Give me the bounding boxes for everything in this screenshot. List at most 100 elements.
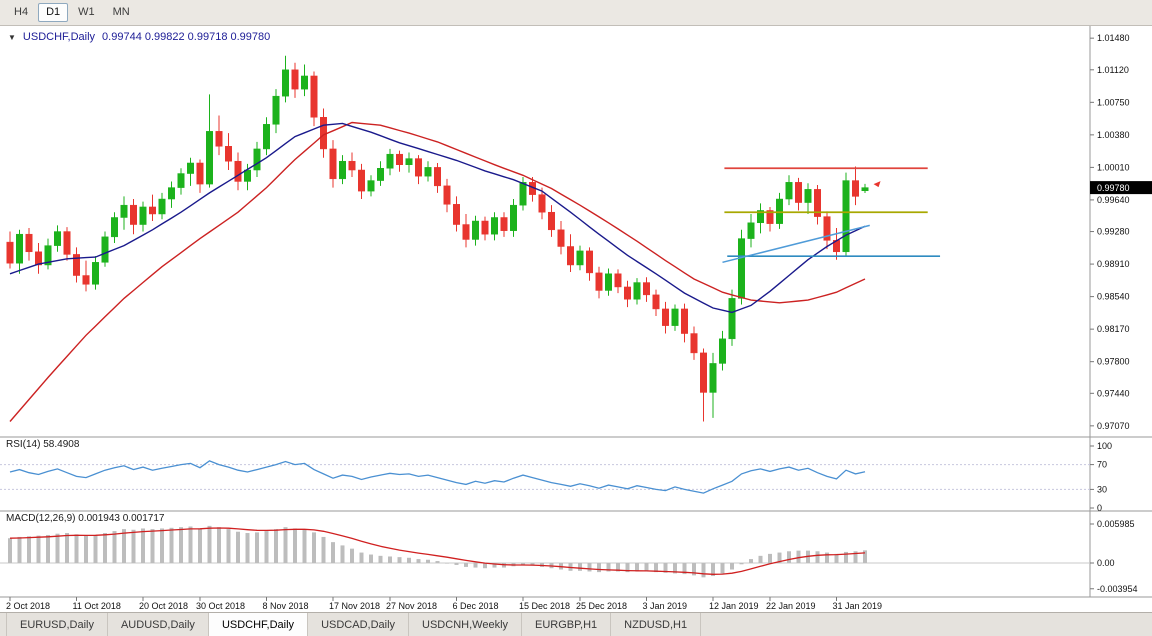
symbol-tab-audusd[interactable]: AUDUSD,Daily (108, 613, 209, 636)
macd-histogram-bar (65, 533, 69, 563)
symbol-tab-usdcnh[interactable]: USDCNH,Weekly (409, 613, 523, 636)
collapse-triangle-icon[interactable]: ▼ (8, 32, 16, 42)
macd-histogram-bar (378, 555, 383, 563)
symbol-tab-eurgbp[interactable]: EURGBP,H1 (522, 613, 612, 636)
candle (605, 273, 612, 291)
candle (130, 204, 137, 225)
time-axis-label: 20 Oct 2018 (139, 601, 188, 611)
moving-average-fast (9, 122, 866, 314)
macd-histogram-bar (587, 563, 592, 572)
time-axis-label: 31 Jan 2019 (833, 601, 883, 611)
ohlc-values: 0.99744 0.99822 0.99718 0.99780 (102, 31, 271, 43)
macd-label: MACD(12,26,9) 0.001943 0.001717 (6, 513, 165, 524)
macd-histogram-bar (825, 552, 829, 563)
timeframe-button-w1[interactable]: W1 (78, 6, 95, 18)
macd-histogram-bar (768, 553, 772, 563)
candle (472, 220, 479, 240)
price-axis-label: 0.97070 (1097, 421, 1130, 431)
candle (576, 250, 584, 266)
candle (776, 198, 783, 224)
price-axis-label: 0.98540 (1097, 292, 1130, 302)
macd-histogram-bar (55, 533, 60, 563)
chart-canvas[interactable]: 1.01480 1.01120 1.00750 1.00380 1.00010 0.996… (0, 26, 1152, 612)
current-price-tag (1090, 181, 1152, 195)
symbol-tab-usdchf[interactable]: USDCHF,Daily (208, 613, 309, 636)
candle (253, 148, 261, 171)
candle (6, 241, 14, 264)
macd-histogram-bar (369, 554, 373, 563)
macd-axis-label: 0.00 (1097, 558, 1115, 568)
timeframe-button-h4[interactable]: H4 (14, 6, 29, 18)
macd-histogram-bar (464, 563, 468, 567)
timeframe-button-d1[interactable]: D1 (38, 3, 69, 22)
macd-histogram-bar (796, 550, 801, 563)
candle (757, 210, 764, 224)
macd-histogram-bar (749, 559, 753, 563)
symbol-tab-usdcad[interactable]: USDCAD,Daily (308, 613, 410, 636)
candle (25, 233, 33, 253)
candle (82, 275, 90, 285)
price-axis-label: 1.01120 (1097, 65, 1129, 75)
candle (244, 169, 251, 182)
candle (462, 224, 470, 240)
trendline[interactable] (722, 224, 870, 264)
macd-histogram-bar (207, 525, 212, 563)
macd-histogram-bar (274, 529, 278, 563)
candle (35, 251, 42, 266)
symbol-tab-nzdusd[interactable]: NZDUSD,H1 (611, 613, 702, 636)
candle (633, 282, 641, 300)
macd-histogram-bar (606, 563, 611, 572)
candle (386, 153, 394, 169)
candle (453, 204, 460, 225)
macd-histogram-bar (407, 557, 411, 563)
candle (168, 187, 175, 200)
macd-axis-label: -0.003954 (1097, 584, 1138, 594)
macd-histogram-bar (302, 529, 307, 563)
candle (215, 131, 223, 147)
candle (339, 160, 346, 180)
candle (481, 220, 489, 235)
macd-histogram-bar (701, 563, 706, 578)
macd-histogram-bar (236, 531, 240, 563)
time-axis-label: 3 Jan 2019 (643, 601, 688, 611)
macd-histogram-bar (255, 532, 259, 563)
macd-histogram-bar (692, 563, 696, 576)
timeframe-button-mn[interactable]: MN (112, 6, 130, 18)
macd-histogram-bar (264, 531, 269, 563)
candle (415, 158, 422, 177)
chart-area[interactable]: 1.01480 1.01120 1.00750 1.00380 1.00010 0.996… (0, 26, 1152, 612)
macd-histogram-bar (36, 535, 41, 563)
symbol-tab-eurusd[interactable]: EURUSD,Daily (6, 613, 108, 636)
candle (225, 146, 232, 162)
rsi-axis-label: 100 (1097, 441, 1112, 451)
macd-histogram-bar (122, 529, 126, 563)
macd-histogram-bar (635, 563, 639, 572)
macd-histogram-bar (340, 545, 345, 563)
rsi-axis-label: 70 (1097, 460, 1107, 470)
macd-histogram-bar (131, 529, 136, 563)
candle (681, 308, 688, 334)
macd-histogram-bar (682, 563, 687, 575)
macd-histogram-bar (17, 536, 22, 563)
chart-background (0, 26, 1152, 612)
candle (358, 169, 365, 192)
macd-histogram-bar (597, 563, 601, 573)
candle (44, 245, 52, 266)
candle (548, 211, 555, 231)
candle (234, 160, 242, 182)
macd-histogram-bar (312, 532, 316, 563)
rsi-axis-label: 0 (1097, 503, 1102, 513)
macd-histogram-bar (654, 563, 658, 573)
time-axis-label: 15 Dec 2018 (519, 601, 570, 611)
candle (367, 180, 375, 192)
symbol-label: USDCHF,Daily (22, 31, 96, 43)
time-axis-label: 6 Dec 2018 (453, 601, 499, 611)
candle (301, 75, 308, 90)
candle (510, 204, 517, 231)
candle (101, 236, 109, 263)
candle (120, 204, 128, 218)
macd-histogram-bar (616, 563, 620, 572)
candle (557, 229, 565, 247)
macd-histogram-bar (27, 536, 31, 563)
candle (700, 352, 707, 393)
